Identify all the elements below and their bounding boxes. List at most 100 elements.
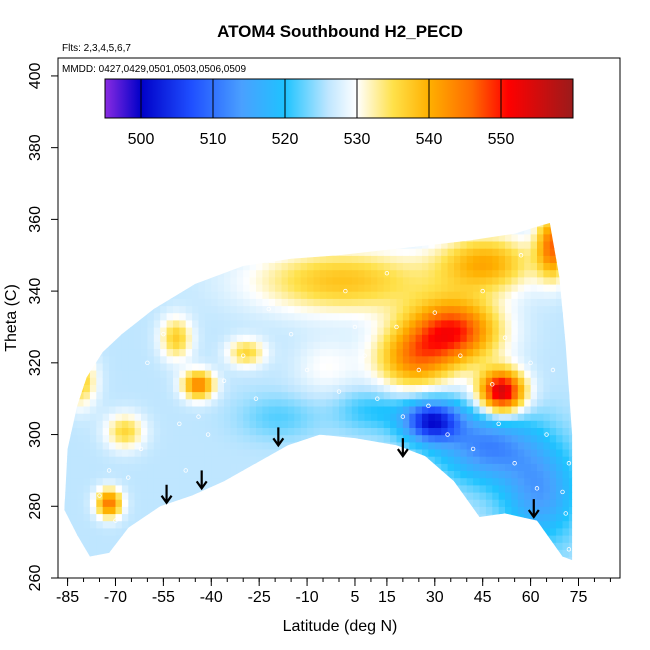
- heatmap-cell: [64, 255, 65, 263]
- heatmap-cell: [364, 463, 372, 471]
- heatmap-cell: [549, 484, 557, 493]
- heatmap-cell: [377, 535, 385, 543]
- sample-point: [470, 446, 476, 452]
- heatmap-cell: [192, 477, 200, 486]
- heatmap-cell: [319, 377, 327, 385]
- heatmap-cell: [64, 527, 72, 536]
- heatmap-cell: [543, 384, 551, 393]
- heatmap-cell: [428, 477, 436, 486]
- heatmap-cell: [575, 513, 582, 521]
- heatmap-cell: [268, 556, 276, 561]
- x-tick-label: -10: [296, 589, 319, 606]
- heatmap-cell: [141, 226, 148, 235]
- heatmap-cell: [230, 255, 238, 263]
- heatmap-cell: [530, 262, 538, 271]
- heatmap-cell: [479, 384, 487, 393]
- heatmap-cell: [300, 520, 308, 529]
- heatmap-cell: [64, 362, 72, 371]
- heatmap-cell: [530, 470, 538, 479]
- heatmap-cell: [281, 377, 289, 385]
- heatmap-cell: [339, 420, 346, 428]
- heatmap-cell: [64, 269, 65, 278]
- heatmap-cell: [339, 348, 346, 357]
- heatmap-cell: [217, 312, 225, 321]
- heatmap-cell: [268, 223, 276, 228]
- heatmap-cell: [217, 513, 225, 522]
- heatmap-cell: [454, 391, 461, 400]
- heatmap-cell: [294, 484, 302, 493]
- heatmap-cell: [128, 233, 136, 242]
- heatmap-cell: [402, 484, 410, 493]
- heatmap-cell: [409, 312, 417, 321]
- heatmap-cell: [128, 291, 136, 299]
- heatmap-cell: [307, 477, 315, 486]
- heatmap-cell: [64, 456, 72, 464]
- heatmap-cell: [575, 327, 582, 335]
- heatmap-cell: [77, 334, 85, 342]
- heatmap-cell: [287, 477, 295, 486]
- heatmap-cell: [479, 223, 487, 228]
- heatmap-cell: [390, 542, 398, 550]
- heatmap-cell: [198, 269, 206, 278]
- heatmap-cell: [147, 248, 155, 256]
- heatmap-cell: [434, 283, 442, 292]
- heatmap-cell: [211, 506, 219, 515]
- heatmap-cell: [192, 434, 200, 443]
- heatmap-cell: [134, 312, 142, 321]
- heatmap-cell: [562, 484, 570, 493]
- heatmap-cell: [211, 484, 219, 493]
- heatmap-cell: [243, 527, 251, 536]
- heatmap-cell: [351, 327, 359, 335]
- heatmap-cell: [314, 564, 321, 572]
- heatmap-cell: [485, 370, 493, 378]
- heatmap-cell: [147, 226, 155, 235]
- heatmap-cell: [422, 391, 429, 400]
- heatmap-cell: [153, 370, 161, 378]
- heatmap-cell: [249, 420, 257, 428]
- heatmap-cell: [562, 269, 570, 278]
- heatmap-cell: [568, 463, 573, 471]
- heatmap-cell: [492, 405, 500, 414]
- heatmap-cell: [428, 556, 436, 561]
- heatmap-cell: [147, 391, 155, 400]
- heatmap-cell: [575, 334, 582, 342]
- heatmap-cell: [447, 384, 455, 393]
- heatmap-cell: [524, 355, 532, 364]
- heatmap-cell: [428, 255, 436, 263]
- heatmap-cell: [268, 269, 276, 278]
- heatmap-cell: [454, 527, 461, 536]
- heatmap-cell: [377, 391, 385, 400]
- heatmap-cell: [479, 491, 487, 500]
- heatmap-cell: [383, 456, 391, 464]
- heatmap-cell: [319, 348, 327, 357]
- heatmap-cell: [345, 420, 353, 428]
- heatmap-cell: [326, 391, 334, 400]
- heatmap-cell: [313, 226, 321, 235]
- heatmap-cell: [147, 499, 155, 507]
- heatmap-cell: [300, 283, 308, 292]
- heatmap-cell: [390, 513, 398, 522]
- heatmap-cell: [492, 513, 500, 522]
- heatmap-cell: [479, 348, 487, 357]
- heatmap-cell: [204, 398, 212, 407]
- heatmap-cell: [396, 370, 404, 378]
- heatmap-cell: [364, 305, 372, 314]
- heatmap-cell: [102, 291, 110, 299]
- heatmap-cell: [511, 448, 519, 457]
- heatmap-cell: [70, 319, 78, 328]
- heatmap-cell: [121, 398, 129, 407]
- heatmap-cell: [294, 370, 302, 378]
- heatmap-cell: [402, 355, 410, 364]
- heatmap-cell: [422, 477, 429, 486]
- heatmap-cell: [505, 348, 512, 357]
- heatmap-cell: [192, 527, 200, 536]
- heatmap-cell: [147, 223, 155, 228]
- heatmap-cell: [537, 355, 544, 364]
- heatmap-cell: [498, 334, 506, 342]
- heatmap-cell: [530, 370, 538, 378]
- heatmap-cell: [64, 564, 71, 572]
- heatmap-cell: [332, 470, 340, 479]
- heatmap-cell: [358, 441, 366, 450]
- y-axis-label: Theta (C): [3, 284, 20, 352]
- heatmap-cell: [422, 212, 429, 220]
